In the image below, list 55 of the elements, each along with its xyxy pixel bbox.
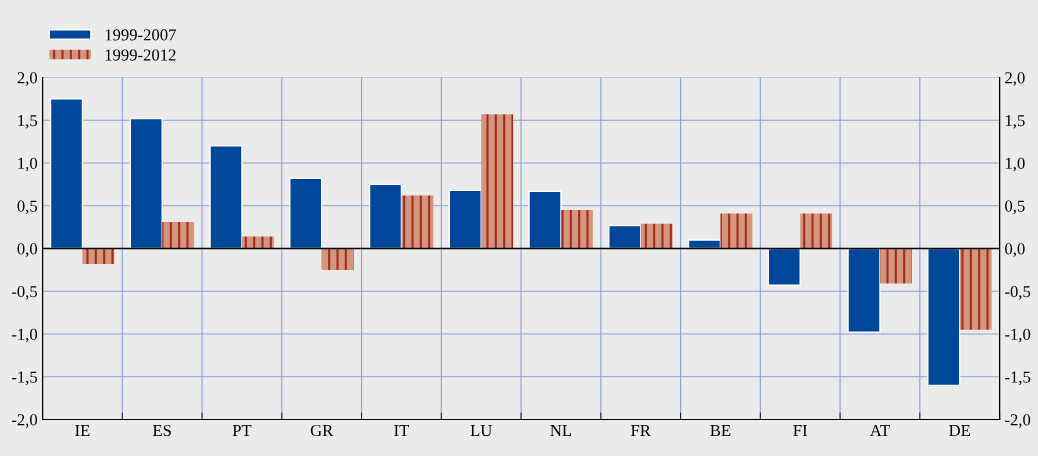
y-tick-label: 1,5 <box>18 115 38 129</box>
bar <box>847 247 881 334</box>
y-tick-label: -1,0 <box>11 328 38 343</box>
y-tick-label: 1,0 <box>18 157 38 172</box>
y2-tick-label: -0,5 <box>1005 285 1031 300</box>
bar <box>49 98 84 250</box>
bar <box>129 117 163 250</box>
bar <box>959 248 992 330</box>
x-tick-label: DE <box>949 425 970 436</box>
bar <box>800 213 833 249</box>
bar <box>720 213 753 249</box>
bar <box>82 248 115 264</box>
x-tick-label: PT <box>232 425 252 436</box>
bar <box>289 177 323 250</box>
bar <box>209 145 243 250</box>
y2-tick-label: -2,0 <box>1005 414 1031 428</box>
x-tick-label: NL <box>550 425 572 436</box>
y2-tick-label: -1,5 <box>1005 371 1031 386</box>
bar <box>321 248 354 270</box>
x-tick-label: FR <box>630 425 651 436</box>
y2-tick-label: 0,5 <box>1005 200 1025 215</box>
x-tick-label: LU <box>470 425 492 437</box>
bar <box>767 247 801 286</box>
bar <box>879 248 912 284</box>
x-tick-label: BE <box>710 425 731 436</box>
y-tick-label: 0,5 <box>17 200 38 215</box>
bar <box>162 222 195 249</box>
legend-label: 1999-2012 <box>105 49 176 61</box>
x-tick-label: ES <box>152 424 171 437</box>
bar <box>368 183 403 250</box>
legend-label: 1999-2007 <box>105 29 176 41</box>
y-tick-label: -1,5 <box>11 371 38 386</box>
y-tick-label: -2,0 <box>11 414 38 428</box>
y-tick-label: 2,0 <box>17 72 38 86</box>
x-tick-label: IE <box>75 425 90 436</box>
bar <box>608 224 642 250</box>
y-tick-label: 0,0 <box>17 243 38 257</box>
y-tick-label: -0,5 <box>11 285 38 300</box>
bar <box>241 236 274 249</box>
x-tick-label: IT <box>394 425 410 436</box>
y2-tick-label: 2,0 <box>1005 72 1025 86</box>
y2-tick-label: 1,0 <box>1005 157 1025 172</box>
y2-tick-label: 0,0 <box>1005 243 1025 257</box>
bar <box>448 189 482 250</box>
x-tick-label: AT <box>869 424 890 436</box>
bar <box>481 114 514 249</box>
bar <box>401 195 434 249</box>
x-tick-label: GR <box>310 424 334 437</box>
y2-tick-label: 1,5 <box>1005 115 1025 129</box>
bar <box>927 247 961 387</box>
y2-tick-label: -1,0 <box>1005 328 1031 343</box>
bar <box>560 210 593 249</box>
bar <box>528 190 562 250</box>
bar <box>640 223 673 249</box>
x-tick-label: FI <box>793 425 808 436</box>
